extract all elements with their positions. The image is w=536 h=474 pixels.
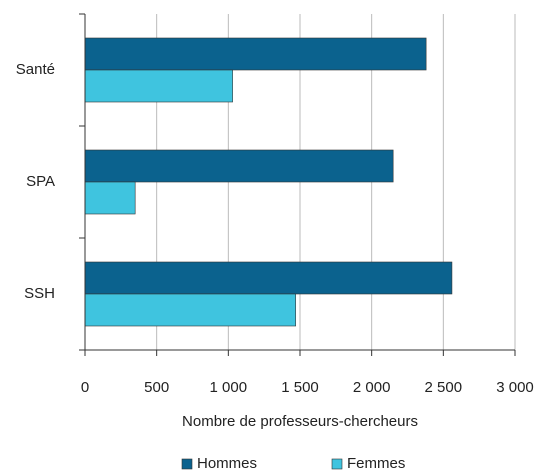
y-tick-label: SPA — [26, 173, 55, 190]
x-tick-label: 1 000 — [210, 379, 248, 396]
x-tick-label: 2 000 — [353, 379, 391, 396]
legend-swatch — [331, 458, 343, 470]
bar — [84, 261, 453, 295]
legend-label: Femmes — [347, 455, 405, 472]
bar — [84, 149, 394, 183]
bar — [84, 181, 136, 215]
x-tick-label: 3 000 — [496, 379, 534, 396]
legend-label: Hommes — [197, 455, 257, 472]
x-tick-label: 2 500 — [425, 379, 463, 396]
bar — [84, 37, 427, 71]
x-axis-label: Nombre de professeurs-chercheurs — [182, 413, 418, 430]
x-tick-label: 1 500 — [281, 379, 319, 396]
y-tick-label: SSH — [24, 285, 55, 302]
bar — [84, 293, 296, 327]
x-tick-label: 0 — [81, 379, 89, 396]
bar — [84, 69, 233, 103]
y-tick-label: Santé — [16, 61, 55, 78]
legend-swatch — [181, 458, 193, 470]
x-tick-label: 500 — [144, 379, 169, 396]
